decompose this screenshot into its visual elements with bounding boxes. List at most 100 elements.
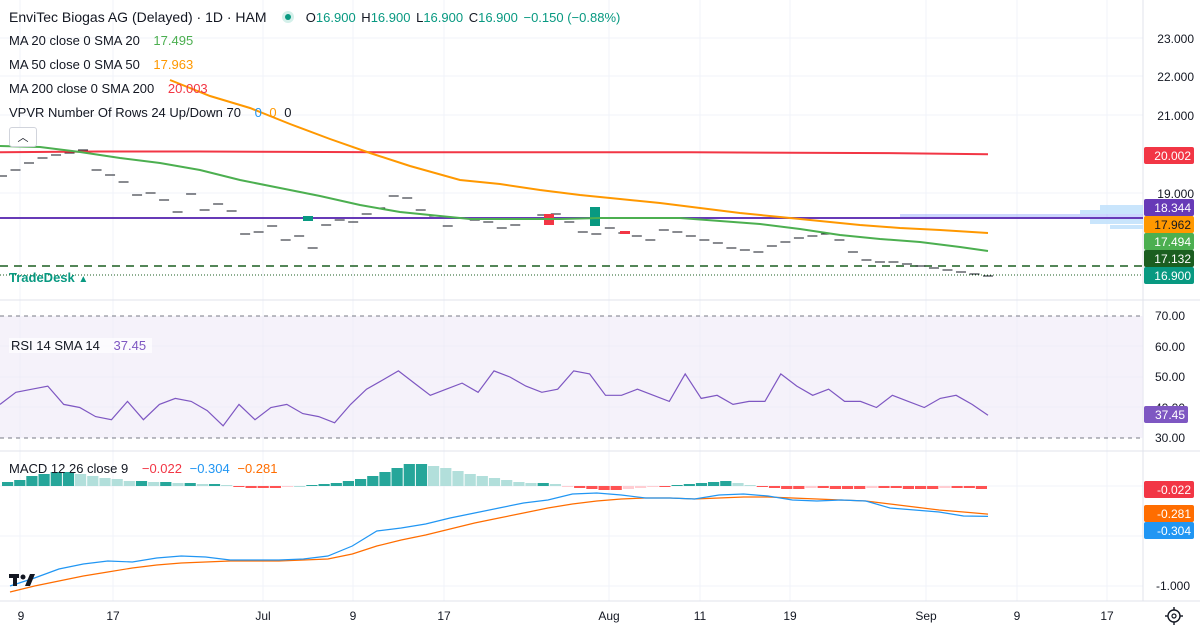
price-tick: 19.000	[1157, 187, 1194, 201]
rsi-legend-value: 37.45	[113, 338, 147, 353]
macd-hist-bar	[123, 481, 135, 486]
macd-hist-bar	[647, 486, 659, 487]
dash-tag-bg	[1144, 250, 1194, 267]
vpvr-legend[interactable]: VPVR Number Of Rows 24 Up/Down 70 0 0 0	[9, 105, 296, 120]
hline-tag-bg	[1144, 199, 1194, 216]
macd-hist-bar	[513, 482, 525, 486]
vpvr-legend-v3: 0	[284, 105, 292, 120]
price-tags: 20.002 18.344 17.962 17.494 17.132 16.90…	[1144, 147, 1194, 284]
macd-hist-bar	[574, 486, 586, 488]
macd-signal-line[interactable]	[9, 496, 989, 593]
ma20-line[interactable]	[0, 145, 989, 252]
rsi-line[interactable]	[0, 370, 989, 427]
macd-hist-bar	[817, 486, 829, 488]
macd-hist-bar	[208, 484, 221, 486]
macd-hist-bar	[598, 486, 610, 490]
ma200-legend[interactable]: MA 200 close 0 SMA 200 20.003	[9, 81, 212, 96]
macd-hist-tag-bg	[1144, 481, 1194, 498]
time-axis[interactable]: 9 17 Jul 9 17 Aug 11 19 Sep 9 17	[18, 609, 1114, 623]
rsi-tick: 50.00	[1155, 370, 1185, 384]
macd-hist-bar	[635, 486, 647, 488]
macd-hist-bar	[452, 471, 464, 486]
macd-histogram	[2, 464, 987, 490]
vpvr-legend-v1: 0	[254, 105, 262, 120]
last-price-tag-bg	[1144, 267, 1194, 284]
vpvr-bar	[1100, 205, 1143, 210]
macd-axis[interactable]: -0.022 -0.281 -0.304 -1.000	[1144, 481, 1194, 593]
macd-hist-bar	[269, 486, 281, 488]
macd-hist-bar	[622, 486, 634, 489]
macd-hist-bar	[854, 486, 866, 489]
macd-tick: -1.000	[1156, 579, 1190, 593]
rsi-tag: 37.45	[1155, 408, 1185, 422]
macd-hist-bar	[975, 486, 987, 489]
time-label: 17	[1100, 609, 1114, 623]
macd-hist-bar	[488, 478, 501, 486]
macd-hist-bar	[428, 466, 440, 486]
ma200-line[interactable]	[0, 150, 989, 156]
tradedesk-badge[interactable]: TradeDesk ▲	[9, 270, 88, 285]
macd-hist-bar	[805, 486, 817, 488]
ma200-legend-value: 20.003	[167, 81, 208, 96]
macd-hist-bar	[781, 486, 793, 489]
macd-hist-bar	[537, 483, 549, 486]
tradingview-logo-icon[interactable]	[8, 570, 38, 590]
macd-hist-bar	[221, 485, 233, 486]
ma200-legend-label: MA 200 close 0 SMA 200	[9, 81, 155, 96]
macd-hist-bar	[683, 484, 695, 486]
collapse-legend-button[interactable]: ︿	[9, 127, 37, 147]
macd-legend-hist: −0.022	[141, 461, 182, 476]
symbol-legend[interactable]: EnviTec Biogas AG (Delayed) · 1D · HAM O…	[9, 9, 624, 25]
macd-line[interactable]	[9, 492, 989, 587]
macd-hist-bar	[464, 474, 476, 486]
ma20-legend[interactable]: MA 20 close 0 SMA 20 17.495	[9, 33, 197, 48]
macd-hist-bar	[562, 486, 574, 487]
settings-gear-icon[interactable]	[1165, 607, 1183, 625]
macd-legend[interactable]: MACD 12 26 close 9 −0.022 −0.304 −0.281	[9, 461, 281, 476]
chevron-up-icon: ︿	[17, 132, 29, 144]
ohlc-open: O16.900	[305, 10, 356, 25]
macd-hist-bar	[172, 483, 184, 486]
ohlc-change: −0.150 (−0.88%)	[523, 10, 621, 25]
macd-hist-bar	[245, 486, 257, 488]
rsi-axis[interactable]: 70.00 60.00 50.00 40.00 30.00 37.45	[1144, 309, 1188, 445]
macd-hist-bar	[257, 486, 269, 488]
macd-hist-tag: -0.022	[1157, 483, 1191, 497]
ma200-tag: 20.002	[1154, 149, 1191, 163]
macd-hist-bar	[160, 482, 172, 486]
price-axis[interactable]: 23.000 22.000 21.000 19.000	[1157, 32, 1194, 201]
macd-hist-bar	[878, 486, 890, 488]
macd-hist-bar	[927, 486, 939, 489]
ma50-legend[interactable]: MA 50 close 0 SMA 50 17.963	[9, 57, 197, 72]
macd-hist-bar	[841, 486, 854, 489]
macd-hist-bar	[99, 478, 111, 486]
macd-hist-bar	[695, 483, 708, 486]
dash-tag: 17.132	[1154, 252, 1191, 266]
macd-hist-bar	[939, 486, 951, 488]
macd-hist-bar	[708, 482, 720, 486]
macd-hist-bar	[890, 486, 902, 488]
macd-hist-bar	[501, 480, 513, 486]
ma50-legend-label: MA 50 close 0 SMA 50	[9, 57, 140, 72]
macd-hist-bar	[306, 485, 318, 486]
macd-hist-bar	[148, 482, 160, 486]
macd-hist-bar	[951, 486, 963, 488]
ma50-line[interactable]	[169, 79, 989, 234]
rsi-legend-label: RSI 14 SMA 14	[11, 338, 100, 353]
symbol-title: EnviTec Biogas AG (Delayed) · 1D · HAM	[9, 9, 267, 25]
macd-hist-bar	[38, 474, 50, 486]
macd-legend-macd: −0.304	[189, 461, 230, 476]
ohlc-high: H16.900	[361, 10, 411, 25]
macd-hist-bar	[318, 484, 330, 486]
time-label: 9	[18, 609, 25, 623]
ma20-tag-bg	[1144, 233, 1194, 250]
macd-hist-bar	[355, 479, 367, 486]
rsi-legend[interactable]: RSI 14 SMA 14 37.45	[9, 338, 153, 353]
macd-hist-bar	[282, 486, 294, 487]
price-tick: 21.000	[1157, 109, 1194, 123]
rsi-band	[0, 316, 1143, 438]
macd-hist-bar	[330, 483, 342, 486]
last-price-tag: 16.900	[1154, 269, 1191, 283]
